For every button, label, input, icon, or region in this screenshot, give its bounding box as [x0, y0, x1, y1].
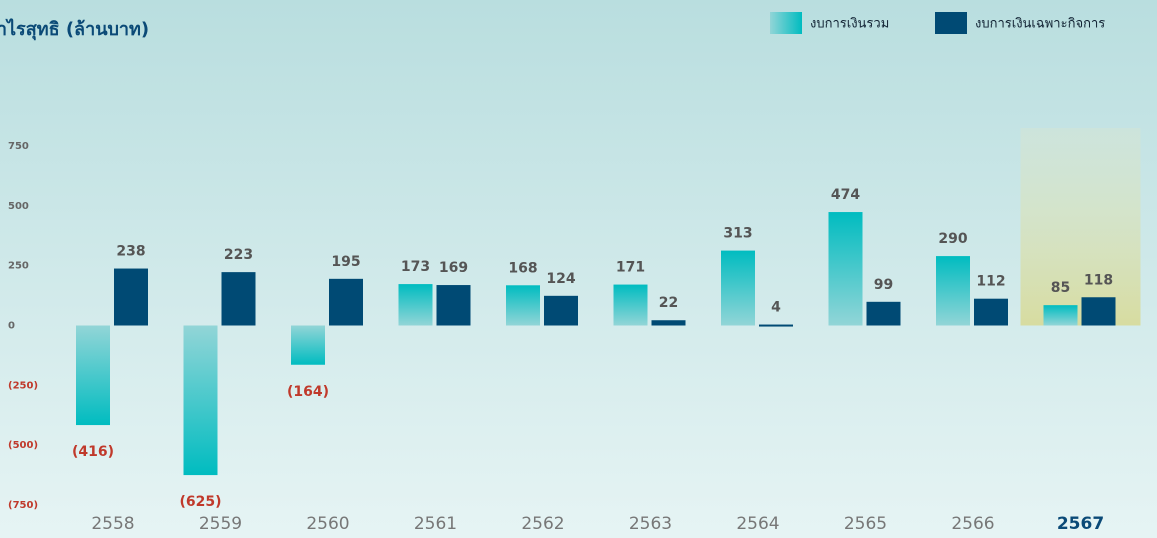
x-tick-label: 2559 — [199, 514, 242, 534]
data-label: 290 — [938, 231, 967, 247]
data-label: 168 — [508, 260, 537, 276]
data-label: 118 — [1084, 272, 1113, 288]
data-label: 173 — [401, 259, 430, 275]
data-label: (625) — [179, 494, 221, 510]
data-label: (164) — [287, 384, 329, 400]
bar — [651, 320, 686, 326]
data-label: 99 — [874, 277, 893, 293]
legend-label: งบการเงินรวม — [810, 17, 889, 32]
bar — [183, 325, 218, 476]
bar — [759, 324, 793, 327]
data-label: 223 — [224, 247, 253, 263]
chart-title: กำไรสุทธิ (ล้านบาท) — [0, 18, 149, 41]
bar — [721, 250, 755, 326]
x-tick-label: 2562 — [521, 514, 564, 534]
y-tick-label: 0 — [8, 321, 15, 332]
data-label: (416) — [72, 444, 114, 460]
y-tick-label: (500) — [8, 440, 38, 451]
data-label: 22 — [659, 295, 678, 311]
data-label: 4 — [771, 300, 781, 316]
bar — [974, 298, 1008, 326]
y-tick-label: 750 — [8, 141, 29, 152]
y-tick-label: 250 — [8, 261, 29, 272]
data-label: 195 — [331, 254, 360, 270]
legend-label: งบการเงินเฉพาะกิจการ — [975, 17, 1105, 32]
data-label: 313 — [723, 226, 752, 242]
data-label: 112 — [976, 274, 1005, 290]
data-label: 474 — [831, 187, 860, 203]
bar — [936, 256, 970, 326]
bar — [866, 301, 901, 326]
x-tick-label: 2560 — [306, 514, 349, 534]
data-label: 124 — [546, 271, 575, 287]
y-tick-label: 500 — [8, 201, 29, 212]
bar — [1081, 297, 1116, 326]
legend-swatch — [770, 12, 802, 34]
bar — [506, 285, 540, 326]
bar — [221, 272, 256, 326]
x-tick-label: 2558 — [91, 514, 134, 534]
bar — [114, 268, 148, 326]
bar — [613, 284, 648, 326]
bar — [398, 284, 433, 326]
data-label: 85 — [1051, 280, 1070, 296]
highlight-band — [1020, 128, 1141, 326]
data-label: 171 — [616, 260, 645, 276]
bar — [1043, 305, 1078, 326]
x-tick-label: 2563 — [629, 514, 672, 534]
bar — [828, 212, 863, 326]
x-tick-label: 2565 — [844, 514, 887, 534]
x-tick-label: 2564 — [736, 514, 779, 534]
legend-swatch — [935, 12, 967, 34]
x-tick-label: 2567 — [1057, 514, 1104, 534]
y-tick-label: (750) — [8, 500, 38, 511]
y-tick-label: (250) — [8, 380, 38, 391]
bar — [291, 325, 325, 365]
data-label: 238 — [116, 244, 145, 260]
x-tick-label: 2561 — [414, 514, 457, 534]
bar — [329, 278, 363, 326]
bar — [544, 295, 578, 326]
bar — [76, 325, 110, 426]
x-tick-label: 2566 — [951, 514, 994, 534]
data-label: 169 — [439, 260, 468, 276]
bar — [436, 285, 471, 326]
